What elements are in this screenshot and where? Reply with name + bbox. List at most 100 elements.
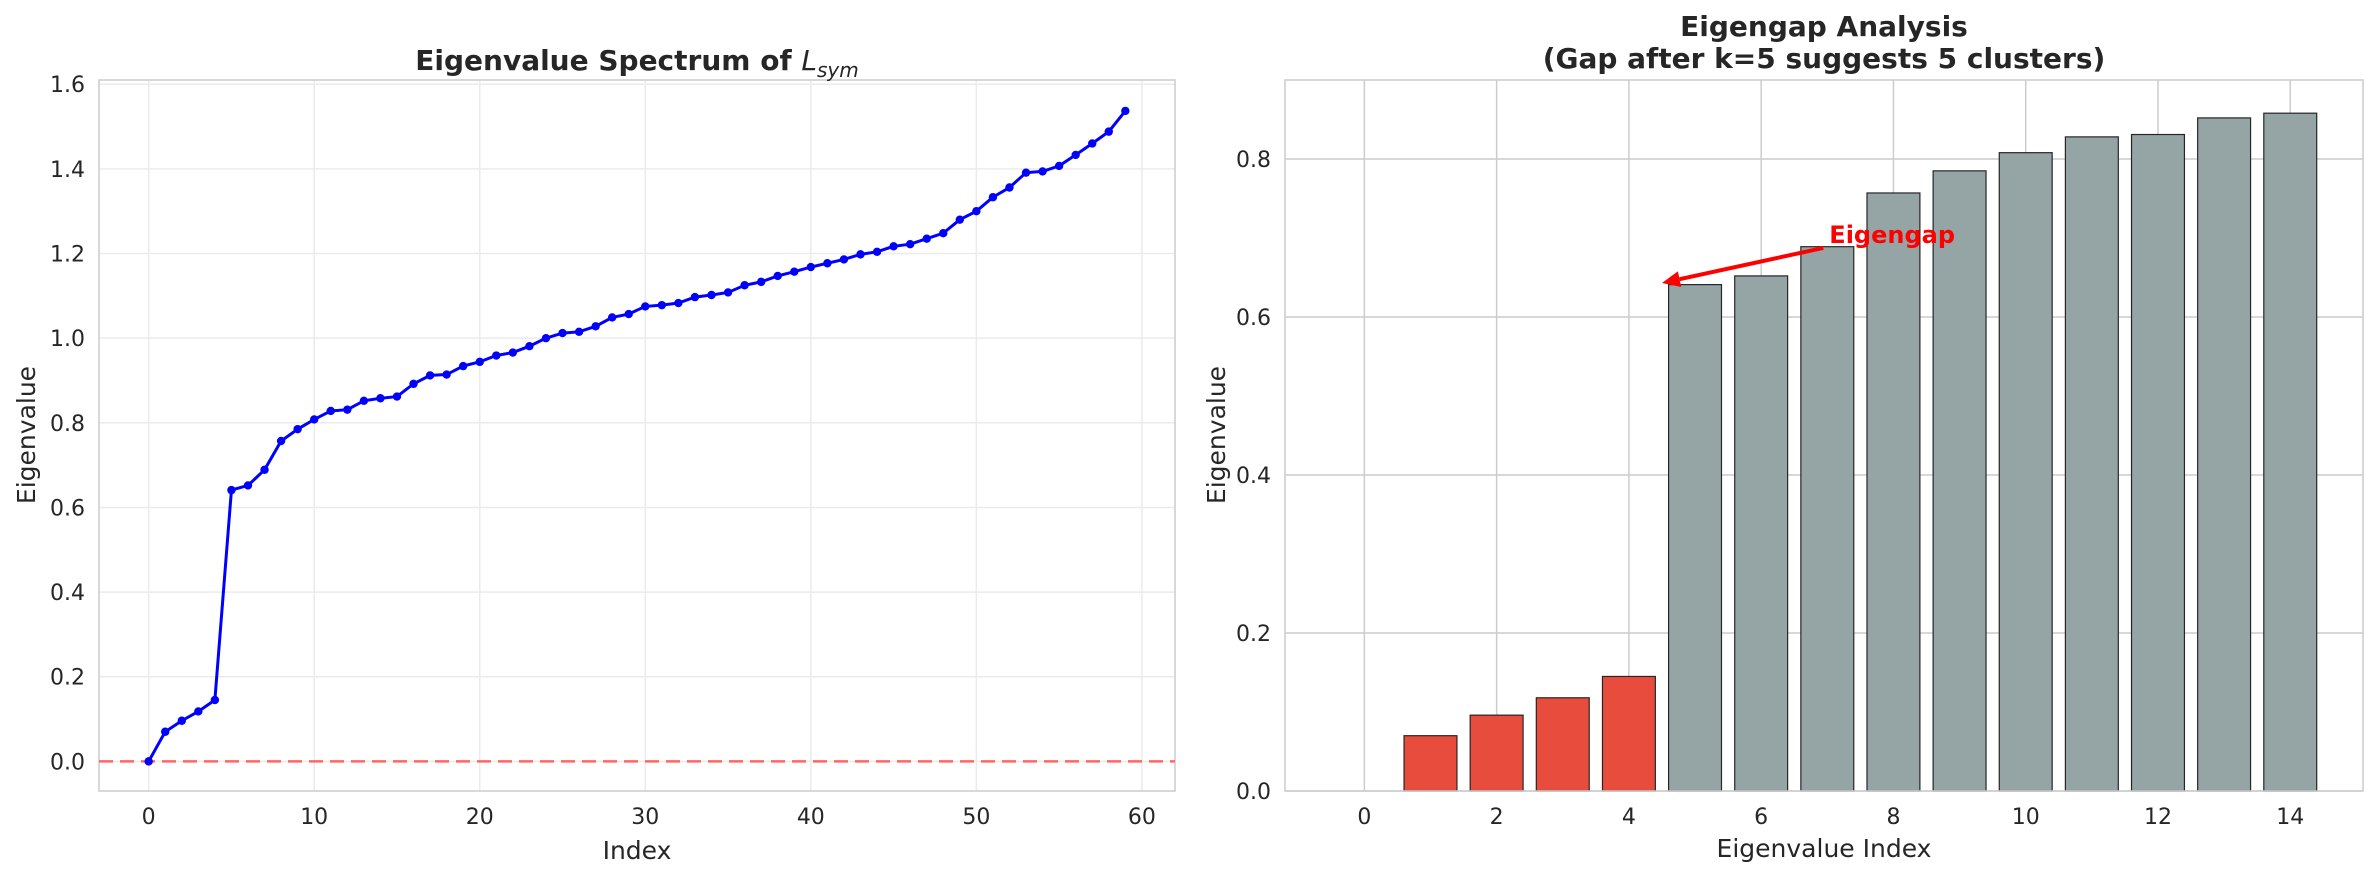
- right-y-tick-label: 0.6: [1236, 306, 1271, 331]
- eigenvalue-points: [144, 106, 1130, 766]
- left-x-axis-label: Index: [603, 836, 672, 865]
- eigenvalue-point: [210, 695, 220, 705]
- left-y-ticks: 0.0 0.2 0.4 0.6 0.8 1.0 1.2 1.4 1.6: [50, 73, 85, 775]
- left-y-tick-label: 0.8: [50, 412, 85, 437]
- eigenvalue-point: [326, 406, 335, 416]
- eigenvalue-point: [790, 267, 799, 276]
- eigenvalue-point: [458, 361, 468, 371]
- eigenvalue-point: [955, 215, 964, 224]
- eigenvalue-point: [276, 436, 286, 446]
- eigenvalue-point: [1054, 161, 1064, 171]
- eigenvalue-point: [475, 357, 484, 367]
- eigenvalue-point: [144, 757, 153, 766]
- eigenvalue-point: [425, 371, 435, 380]
- eigenvalue-point: [1021, 168, 1031, 177]
- left-x-tick-label: 20: [466, 805, 494, 830]
- eigenvalue-point: [310, 415, 319, 424]
- highlighted-eigenvalue-bar: [1403, 735, 1458, 792]
- eigenvalue-point: [558, 328, 567, 338]
- highlighted-eigenvalue-bar: [1535, 697, 1590, 792]
- eigenvalue-point: [1104, 127, 1113, 136]
- left-y-tick-label: 1.2: [50, 243, 85, 268]
- right-y-ticks: 0.0 0.2 0.4 0.6 0.8: [1236, 148, 1271, 805]
- right-chart-title-line1: Eigengap Analysis: [1680, 10, 1968, 43]
- eigenvalue-point: [492, 351, 501, 360]
- right-x-ticks: 0 2 4 6 8 10 12 14: [1357, 805, 2304, 830]
- right-x-tick-label: 6: [1754, 805, 1768, 830]
- eigenvalue-point: [177, 716, 186, 725]
- eigenvalue-point: [293, 424, 302, 434]
- right-x-tick-label: 2: [1490, 805, 1504, 830]
- eigenvalue-point: [1121, 106, 1130, 116]
- eigenvalue-point: [1088, 139, 1097, 148]
- eigenvalue-point: [740, 281, 749, 290]
- left-grid: [99, 80, 1175, 791]
- eigenvalue-point: [1071, 150, 1080, 160]
- left-y-tick-label: 1.0: [50, 327, 85, 352]
- eigenvalue-point: [343, 405, 352, 414]
- eigenvalue-point: [657, 300, 667, 310]
- left-y-tick-label: 0.4: [50, 581, 85, 606]
- eigenvalue-point: [905, 240, 915, 249]
- eigenvalue-point: [508, 348, 518, 357]
- eigenvalue-point: [856, 250, 865, 259]
- right-chart-title-line2: (Gap after k=5 suggests 5 clusters): [1543, 42, 2106, 75]
- left-y-axis-label: Eigenvalue: [12, 366, 41, 504]
- right-x-tick-label: 12: [2144, 805, 2172, 830]
- eigengap-annotation: Eigengap: [1661, 221, 1955, 288]
- left-y-tick-label: 0.6: [50, 496, 85, 521]
- annotation-arrow-line: [1679, 245, 1824, 282]
- eigenvalue-point: [624, 309, 633, 319]
- eigenvalue-spectrum-panel: 0 10 20 30 40 50 60 0.0 0.2 0.4 0.6 0.8 1.0 1.2 1.4 1.…: [12, 44, 1176, 865]
- eigenvalue-point: [260, 465, 269, 474]
- left-x-tick-label: 10: [300, 805, 328, 830]
- eigenvalue-point: [806, 262, 816, 272]
- eigenvalue-point: [525, 342, 534, 351]
- left-x-tick-label: 40: [797, 805, 825, 830]
- eigenvalue-point: [541, 333, 551, 343]
- right-y-tick-label: 0.8: [1236, 148, 1271, 173]
- eigenvalue-point: [409, 379, 418, 389]
- eigenvalue-point: [939, 229, 948, 238]
- right-y-tick-label: 0.0: [1236, 780, 1271, 805]
- eigenvalue-bar: [2263, 112, 2318, 792]
- eigenvalue-point: [707, 290, 716, 300]
- eigenvalue-point: [1005, 183, 1014, 192]
- eigenvalue-point: [591, 322, 600, 331]
- right-x-tick-label: 0: [1357, 805, 1371, 830]
- left-y-tick-label: 0.0: [50, 750, 85, 775]
- eigenvalue-bar: [1667, 284, 1723, 792]
- eigenvalue-point: [1038, 167, 1047, 176]
- eigenvalue-bar: [1800, 246, 1855, 792]
- eigenvalue-point: [922, 234, 931, 243]
- left-plot-frame: [98, 79, 1176, 792]
- left-y-tick-label: 1.4: [50, 158, 85, 183]
- left-x-tick-label: 60: [1128, 805, 1156, 830]
- eigenvalue-point: [359, 396, 369, 405]
- eigenvalue-point: [574, 327, 584, 337]
- eigenvalue-point: [227, 485, 236, 495]
- eigenvalue-point: [392, 392, 402, 401]
- eigenvalue-point: [756, 277, 766, 287]
- eigenvalue-bar: [1734, 275, 1789, 792]
- eigenvalue-point: [442, 370, 451, 379]
- eigenvalue-point: [376, 394, 385, 403]
- annotation-arrow-head: [1661, 271, 1682, 288]
- eigenvalue-point: [690, 292, 700, 302]
- eigenvalue-point: [607, 313, 617, 322]
- left-y-tick-label: 0.2: [50, 666, 85, 691]
- eigenvalue-point: [972, 206, 981, 216]
- eigenvalue-point: [723, 288, 733, 297]
- left-x-tick-label: 0: [142, 805, 156, 830]
- eigenvalue-bar: [1866, 192, 1921, 792]
- right-x-tick-label: 4: [1622, 805, 1636, 830]
- eigenvalue-point: [674, 298, 683, 308]
- eigenvalue-point: [161, 727, 170, 736]
- eigenvalue-point: [243, 481, 253, 490]
- eigenvalue-point: [641, 302, 650, 311]
- eigenvalue-bar: [1998, 152, 2053, 792]
- eigenvalue-point: [194, 707, 203, 716]
- right-x-axis-label: Eigenvalue Index: [1717, 834, 1932, 863]
- left-x-ticks: 0 10 20 30 40 50 60: [142, 805, 1156, 830]
